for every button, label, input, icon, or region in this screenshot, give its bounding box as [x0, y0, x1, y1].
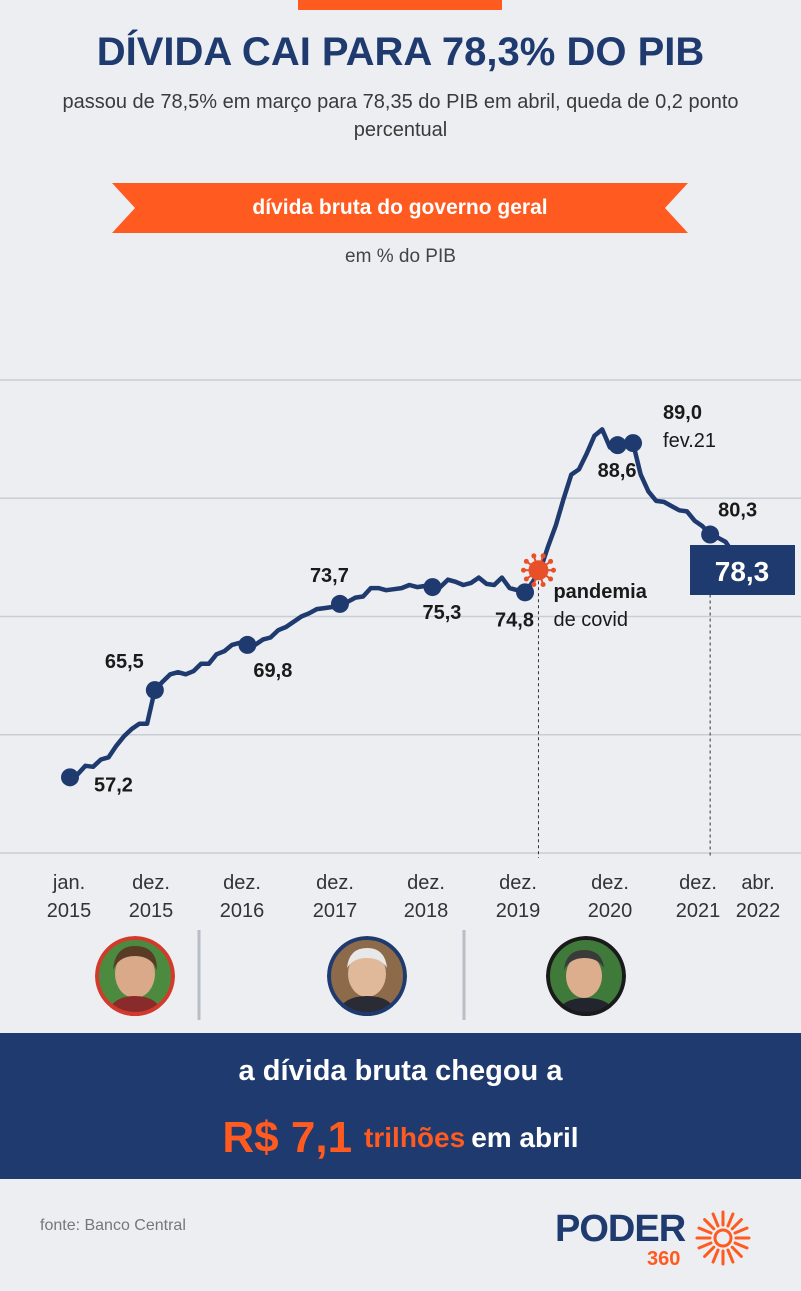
temer-portrait [327, 936, 407, 1016]
logo-text: PODER [555, 1208, 686, 1250]
summary-value-line: R$ 7,1 trilhões em abril [0, 1113, 801, 1163]
virus-spike-tip [550, 567, 556, 573]
logo-number: 360 [647, 1248, 681, 1270]
virus-spike-tip [531, 553, 537, 559]
sun-ray [726, 1212, 735, 1228]
virus-spike-tip [523, 576, 529, 582]
data-point-80-3 [701, 525, 720, 544]
series-line [67, 427, 744, 780]
poder360-logo: PODER 360 [555, 1208, 755, 1278]
x-tick-label: 2019 [496, 900, 541, 922]
virus-spike-tip [520, 567, 526, 573]
x-tick-label: dez. [679, 872, 717, 894]
sun-ray [726, 1248, 735, 1264]
x-tick-label: 2015 [47, 900, 92, 922]
summary-rest: em abril [471, 1122, 579, 1153]
sun-ray [733, 1226, 749, 1235]
data-point-65-5 [145, 681, 164, 700]
x-tick-label: dez. [223, 872, 261, 894]
dilma-portrait-graphic [95, 936, 175, 1016]
chart-unit-label: em % do PIB [345, 246, 456, 267]
x-tick-label: dez. [407, 872, 445, 894]
data-label-73-7: 73,7 [310, 565, 349, 587]
page-subtitle: passou de 78,5% em março para 78,35 do P… [62, 91, 739, 141]
x-tick-label: dez. [316, 872, 354, 894]
x-tick-label: dez. [499, 872, 537, 894]
dilma-portrait [95, 936, 175, 1016]
virus-spike-tip [523, 558, 529, 564]
virus-spike-tip [531, 581, 537, 587]
bolsonaro-portrait [546, 936, 626, 1016]
x-tick-label: 2022 [736, 900, 781, 922]
highlight-value-box [690, 545, 795, 595]
sun-ray [697, 1226, 713, 1235]
data-point-88-6 [608, 436, 627, 455]
sun-ray [730, 1245, 743, 1258]
data-label-65-5: 65,5 [105, 651, 144, 673]
summary-value: R$ 7,1 [222, 1113, 353, 1162]
virus-spike-tip [548, 576, 554, 582]
data-label-74-8: 74,8 [495, 609, 534, 631]
x-tick-label: 2016 [220, 900, 265, 922]
ribbon-label: dívida bruta do governo geral [252, 196, 548, 219]
data-point-75-3 [423, 578, 442, 597]
data-point-69-8 [238, 635, 257, 654]
event-label: de covid [553, 609, 628, 631]
data-sublabel: fev.21 [663, 430, 716, 452]
data-point-89-0 [624, 434, 643, 453]
virus-spike-tip [548, 558, 554, 564]
highlight-value-label: 78,3 [715, 556, 770, 587]
sun-ray [697, 1241, 713, 1250]
summary-panel: a dívida bruta chegou a R$ 7,1 trilhões em… [0, 1033, 801, 1179]
temer-portrait-graphic [327, 936, 407, 1016]
sun-ray [730, 1218, 743, 1231]
chart-ribbon-title: dívida bruta do governo geral [112, 183, 688, 233]
virus-spike-tip [540, 581, 546, 587]
debt-line-chart: 57,2 65,5 69,8 73,7 75,3 74,8 88,6 89,0 fev.21 80… [0, 379, 801, 1020]
page-title: DÍVIDA CAI PARA 78,3% DO PIB [96, 30, 705, 74]
x-tick-label: 2015 [129, 900, 174, 922]
x-tick-label: 2021 [676, 900, 721, 922]
x-tick-label: abr. [741, 872, 774, 894]
x-tick-label: 2020 [588, 900, 633, 922]
virus-spike-tip [540, 553, 546, 559]
data-point-74-8 [516, 583, 535, 602]
x-tick-label: jan. [52, 872, 85, 894]
data-label-57-2: 57,2 [94, 774, 133, 796]
sun-ray [733, 1241, 749, 1250]
x-tick-label: dez. [591, 872, 629, 894]
sun-ray [711, 1212, 720, 1228]
summary-unit: trilhões [364, 1122, 466, 1153]
summary-line: a dívida bruta chegou a [238, 1055, 563, 1087]
x-tick-label: dez. [132, 872, 170, 894]
data-point-73-7 [330, 594, 349, 613]
data-label-69-8: 69,8 [253, 660, 292, 682]
data-point-57-2 [61, 768, 79, 787]
covid-virus-icon [528, 560, 549, 581]
sun-ray [711, 1248, 720, 1264]
event-label-bold: pandemia [553, 581, 647, 603]
source-note: fonte: Banco Central [40, 1217, 186, 1234]
data-label-80-3: 80,3 [718, 500, 757, 522]
data-label-89-0: 89,0 [663, 402, 702, 424]
x-tick-label: 2017 [313, 900, 358, 922]
sun-ray [703, 1218, 716, 1231]
bolsonaro-portrait-graphic [546, 936, 626, 1016]
logo-sun-icon [695, 1210, 751, 1266]
data-label-75-3: 75,3 [422, 602, 461, 624]
sun-ray [703, 1245, 716, 1258]
top-accent-bar [298, 0, 502, 10]
data-label-88-6: 88,6 [598, 460, 637, 482]
x-tick-label: 2018 [404, 900, 449, 922]
